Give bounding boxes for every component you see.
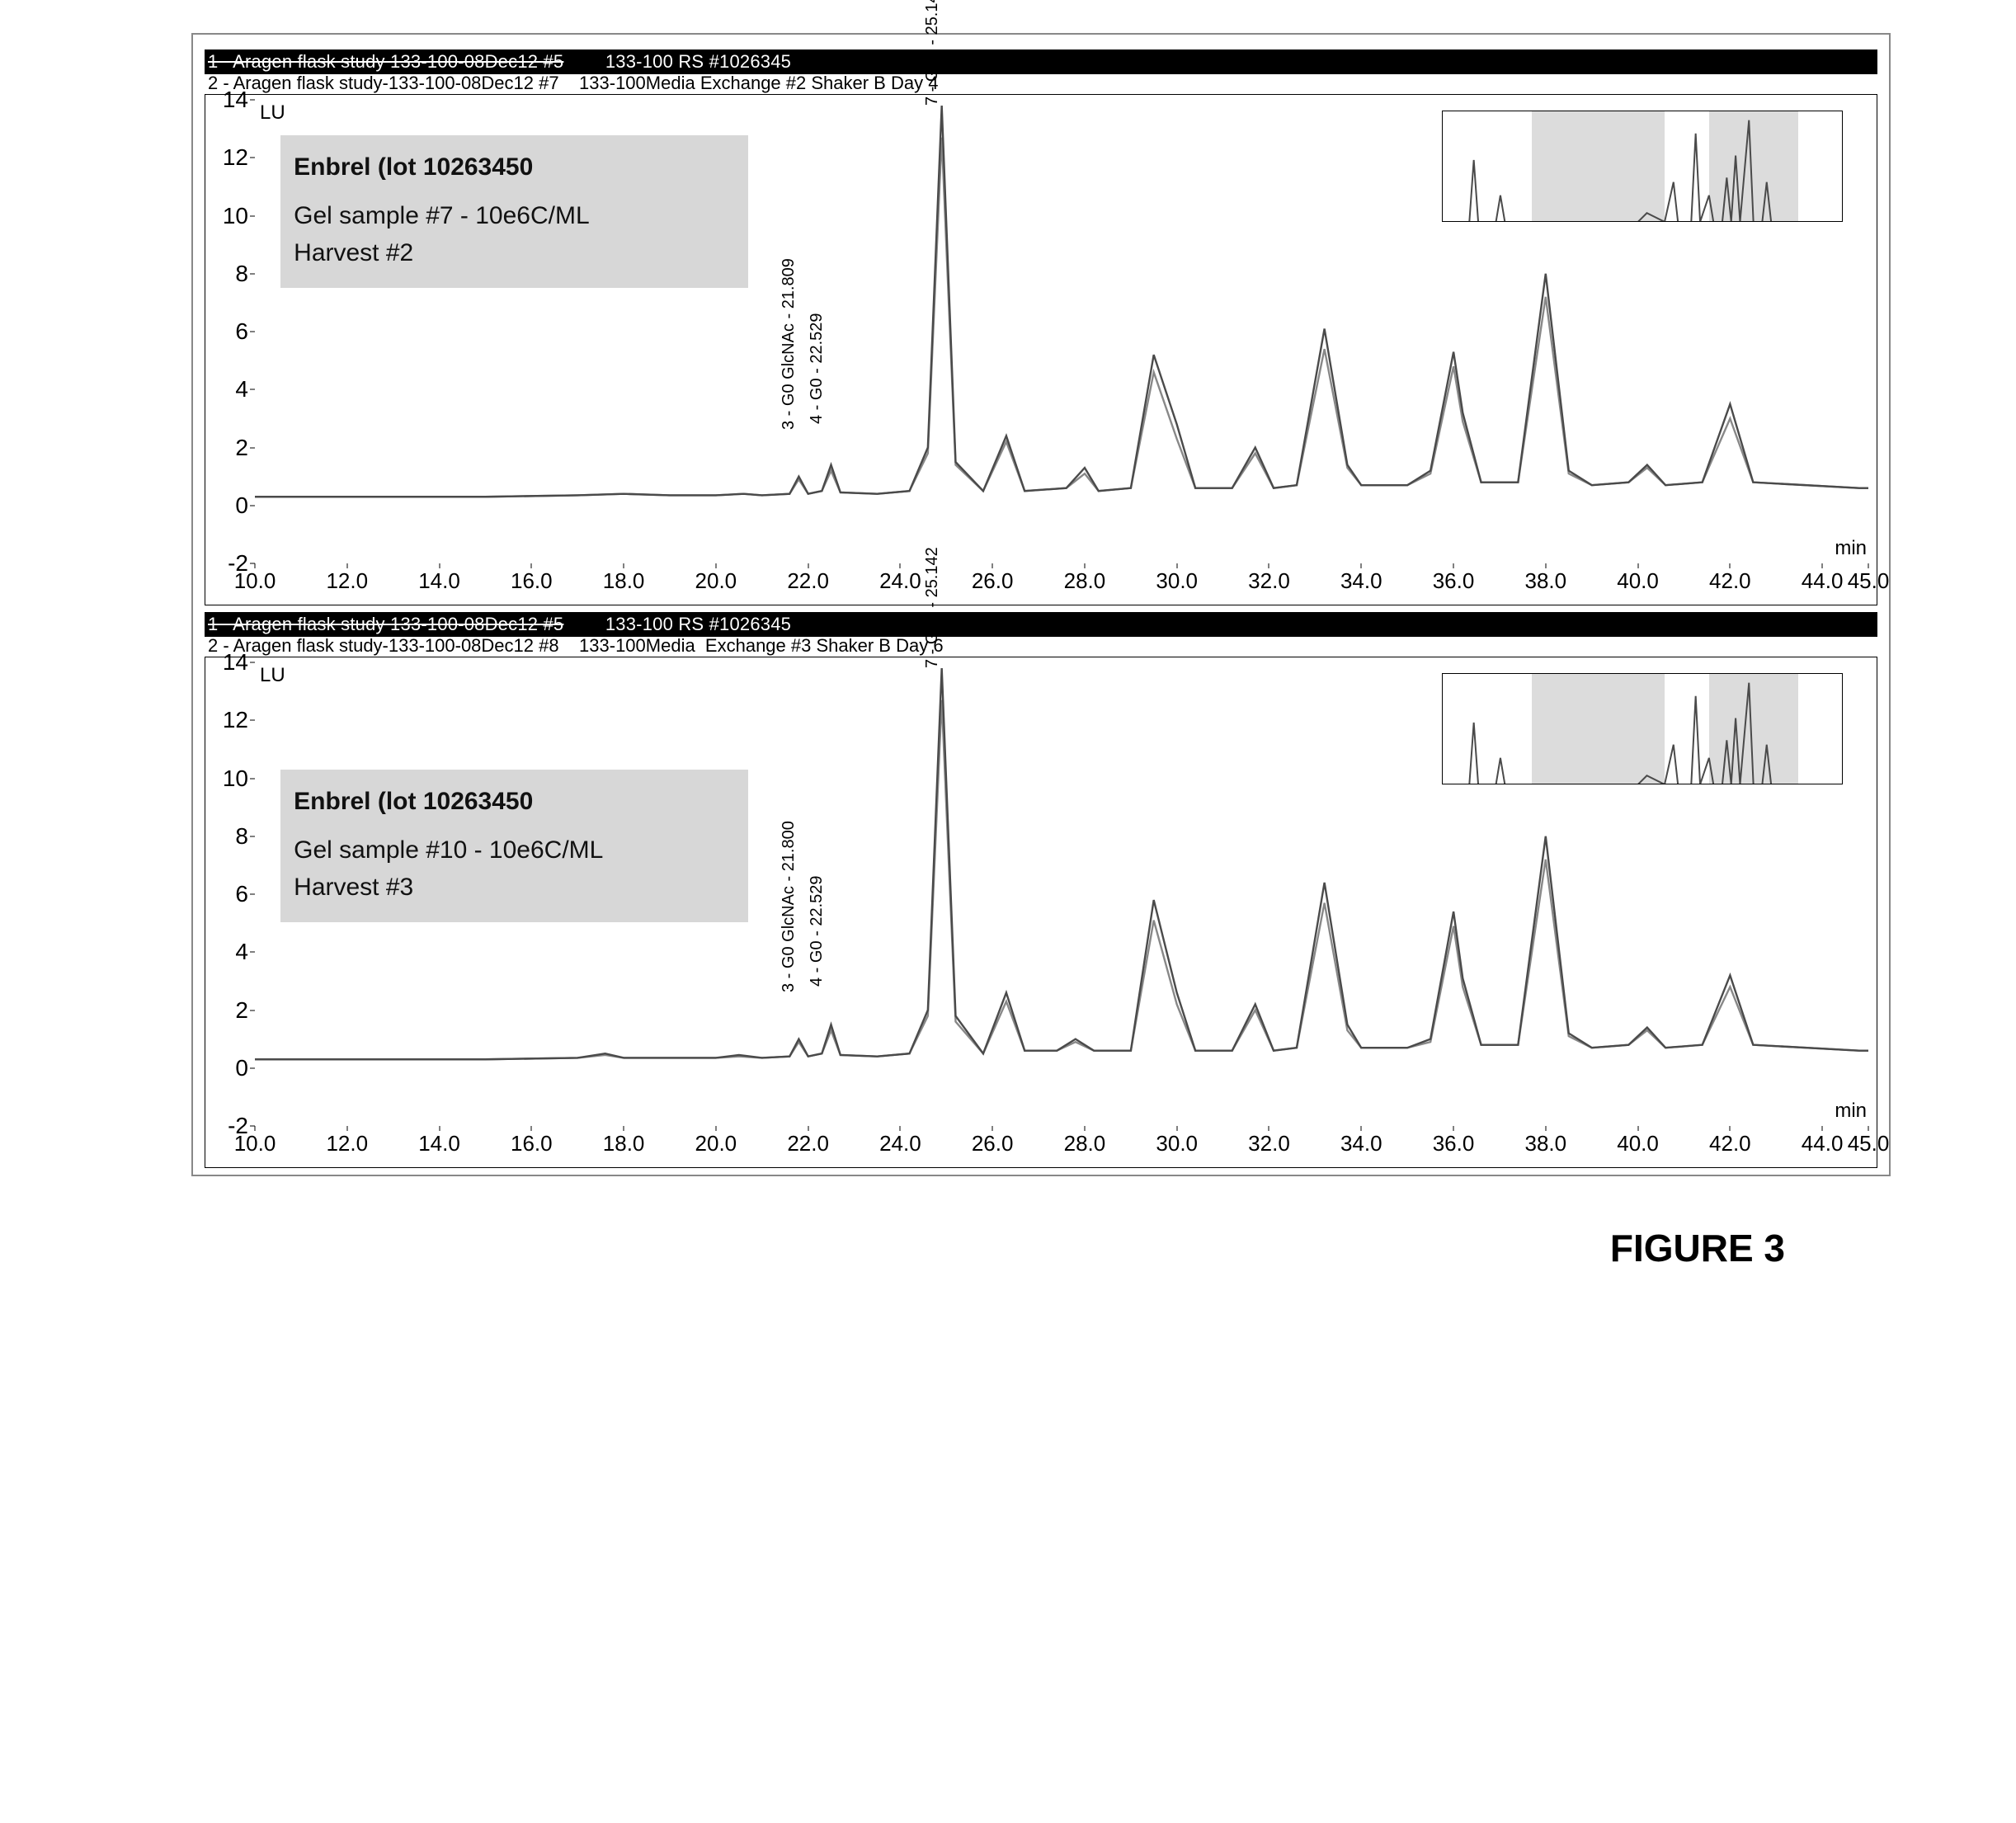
y-tick-label: 14	[207, 649, 248, 676]
sample-info-box: Enbrel (lot 10263450 Gel sample #7 - 10e6…	[280, 135, 748, 288]
inset-svg	[1443, 111, 1842, 222]
x-tick-label: 45.0	[1848, 1131, 1890, 1156]
y-axis: -202468101214	[205, 100, 255, 563]
x-tick-label: 16.0	[511, 1131, 553, 1156]
x-tick-label: 18.0	[603, 568, 645, 594]
info-title: Enbrel (lot 10263450	[294, 148, 732, 186]
chart-header-line2: 2 - Aragen flask study-133-100-08Dec12 #…	[205, 635, 1877, 657]
x-tick-label: 34.0	[1340, 1131, 1382, 1156]
x-tick-label: 40.0	[1617, 568, 1659, 594]
x-tick-label: 24.0	[879, 568, 921, 594]
x-axis: 10.012.014.016.018.020.022.024.026.028.0…	[255, 1126, 1868, 1167]
info-line: Harvest #3	[294, 869, 732, 906]
y-tick-label: 2	[207, 435, 248, 461]
y-tick-label: 0	[207, 492, 248, 519]
x-tick-label: 40.0	[1617, 1131, 1659, 1156]
y-tick-label: 14	[207, 87, 248, 113]
x-tick-label: 26.0	[972, 568, 1014, 594]
x-tick-label: 44.0	[1802, 568, 1844, 594]
y-tick-label: 2	[207, 997, 248, 1024]
inset-overview	[1442, 111, 1843, 223]
info-title: Enbrel (lot 10263450	[294, 783, 732, 820]
x-tick-label: 22.0	[787, 568, 829, 594]
x-tick-label: 20.0	[695, 1131, 737, 1156]
x-tick-label: 10.0	[234, 568, 276, 594]
info-line: Harvest #2	[294, 234, 732, 271]
chromatogram-panel: 1 Aragen flask study 133-100-08Dec12 #5 …	[205, 612, 1877, 1168]
x-tick-label: 34.0	[1340, 568, 1382, 594]
y-tick-label: 4	[207, 939, 248, 965]
info-line: Gel sample #7 - 10e6C/ML	[294, 197, 732, 234]
chart-header-line1: 1 Aragen flask study 133-100-08Dec12 #5 …	[205, 612, 1877, 637]
x-tick-label: 38.0	[1524, 568, 1566, 594]
y-axis: -202468101214	[205, 662, 255, 1126]
chromatogram-panel: 1 Aragen flask study 133-100-08Dec12 #5 …	[205, 49, 1877, 605]
x-tick-label: 22.0	[787, 1131, 829, 1156]
y-tick-label: 8	[207, 261, 248, 287]
peak-label: 4 - G0 - 22.529	[808, 876, 827, 987]
sample-info-box: Enbrel (lot 10263450 Gel sample #10 - 10e…	[280, 770, 748, 922]
x-tick-label: 42.0	[1709, 568, 1751, 594]
plot-frame: -202468101214LUmin3 - G0 GlcNAc - 21.809…	[205, 94, 1877, 605]
x-tick-label: 10.0	[234, 1131, 276, 1156]
y-tick-label: 6	[207, 318, 248, 345]
y-tick-label: 0	[207, 1055, 248, 1081]
peak-label: 4 - G0 - 22.529	[808, 313, 827, 425]
x-tick-label: 28.0	[1064, 1131, 1106, 1156]
x-tick-label: 12.0	[326, 1131, 368, 1156]
y-tick-label: 12	[207, 707, 248, 733]
x-tick-label: 36.0	[1433, 1131, 1475, 1156]
inset-svg	[1443, 674, 1842, 784]
info-line: Gel sample #10 - 10e6C/ML	[294, 831, 732, 869]
x-tick-label: 24.0	[879, 1131, 921, 1156]
x-tick-label: 44.0	[1802, 1131, 1844, 1156]
x-tick-label: 16.0	[511, 568, 553, 594]
chart-header-line2: 2 - Aragen flask study-133-100-08Dec12 #…	[205, 73, 1877, 94]
x-axis: 10.012.014.016.018.020.022.024.026.028.0…	[255, 563, 1868, 605]
x-tick-label: 32.0	[1248, 568, 1290, 594]
x-tick-label: 18.0	[603, 1131, 645, 1156]
y-tick-label: 12	[207, 144, 248, 171]
x-tick-label: 32.0	[1248, 1131, 1290, 1156]
x-tick-label: 38.0	[1524, 1131, 1566, 1156]
x-tick-label: 12.0	[326, 568, 368, 594]
peak-label: 3 - G0 GlcNAc - 21.809	[780, 259, 798, 431]
peak-label: 3 - G0 GlcNAc - 21.800	[780, 822, 798, 993]
x-tick-label: 36.0	[1433, 568, 1475, 594]
inset-overview	[1442, 673, 1843, 785]
y-tick-label: 4	[207, 376, 248, 403]
y-tick-label: 10	[207, 203, 248, 229]
peak-label: 7 - G0F - 25.142	[923, 0, 942, 106]
x-tick-label: 42.0	[1709, 1131, 1751, 1156]
x-tick-label: 30.0	[1156, 1131, 1198, 1156]
x-tick-label: 14.0	[418, 568, 460, 594]
y-tick-label: 6	[207, 881, 248, 907]
x-tick-label: 26.0	[972, 1131, 1014, 1156]
page: 1 Aragen flask study 133-100-08Dec12 #5 …	[33, 33, 2016, 1270]
charts-container: 1 Aragen flask study 133-100-08Dec12 #5 …	[191, 33, 1891, 1176]
x-tick-label: 28.0	[1064, 568, 1106, 594]
plot-frame: -202468101214LUmin3 - G0 GlcNAc - 21.800…	[205, 657, 1877, 1168]
y-tick-label: 8	[207, 823, 248, 850]
x-tick-label: 20.0	[695, 568, 737, 594]
y-tick-label: 10	[207, 765, 248, 792]
x-tick-label: 30.0	[1156, 568, 1198, 594]
chart-header-line1: 1 Aragen flask study 133-100-08Dec12 #5 …	[205, 49, 1877, 74]
x-tick-label: 14.0	[418, 1131, 460, 1156]
peak-label: 7 - G0F - 25.142	[923, 547, 942, 668]
figure-label: FIGURE 3	[33, 1226, 2016, 1270]
x-tick-label: 45.0	[1848, 568, 1890, 594]
